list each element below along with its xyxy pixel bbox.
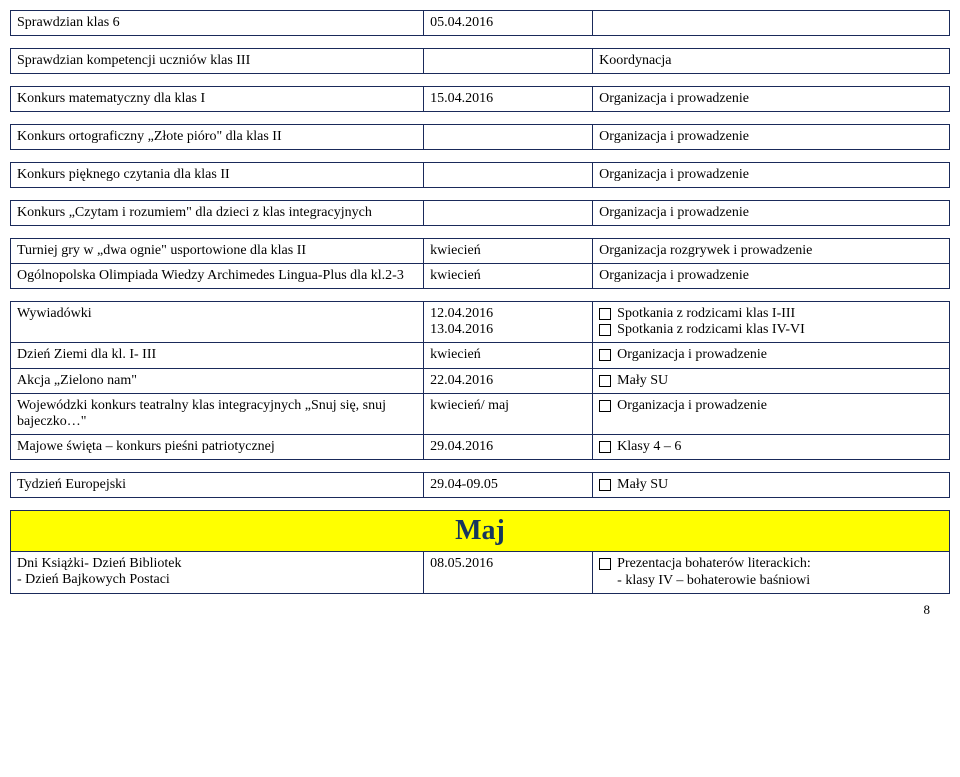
spacer-row [11,226,950,239]
spacer-row [11,36,950,49]
detail-text: Klasy 4 – 6 [617,439,681,454]
month-header: Maj [11,511,950,552]
event-name: Konkurs pięknego czytania dla klas II [11,163,424,188]
event-name: Turniej gry w „dwa ognie" usportowione d… [11,239,424,264]
detail-text: - klasy IV – bohaterowie baśniowi [617,573,810,588]
spacer-row [11,289,950,302]
event-name: Akcja „Zielono nam" [11,368,424,393]
detail-text: Mały SU [617,373,668,388]
event-detail: Organizacja i prowadzenie [593,87,950,112]
page-number: 8 [10,602,950,618]
checkbox-icon [599,441,611,453]
checkbox-icon [599,375,611,387]
event-detail: Mały SU [593,368,950,393]
detail-text: Spotkania z rodzicami klas IV-VI [617,322,805,337]
event-date [424,125,593,150]
event-detail: Spotkania z rodzicami klas I-IIISpotkani… [593,302,950,343]
event-date: kwiecień [424,343,593,368]
checkbox-icon [599,308,611,320]
checkbox-icon [599,479,611,491]
event-detail: Organizacja i prowadzenie [593,343,950,368]
event-detail: Organizacja i prowadzenie [593,163,950,188]
event-date [424,163,593,188]
event-name: Majowe święta – konkurs pieśni patriotyc… [11,434,424,459]
spacer-row [11,460,950,473]
event-detail: Klasy 4 – 6 [593,434,950,459]
event-name: Konkurs „Czytam i rozumiem" dla dzieci z… [11,201,424,226]
spacer-row [11,74,950,87]
event-name: Wojewódzki konkurs teatralny klas integr… [11,393,424,434]
event-detail: Organizacja i prowadzenie [593,201,950,226]
event-detail: Organizacja i prowadzenie [593,264,950,289]
event-date: 29.04-09.05 [424,473,593,498]
event-name: Konkurs matematyczny dla klas I [11,87,424,112]
event-name: Wywiadówki [11,302,424,343]
event-detail: Mały SU [593,473,950,498]
event-detail: Organizacja rozgrywek i prowadzenie [593,239,950,264]
event-date: 22.04.2016 [424,368,593,393]
detail-text: Mały SU [617,477,668,492]
event-date: kwiecień/ maj [424,393,593,434]
checkbox-icon [599,324,611,336]
checkbox-icon [599,400,611,412]
event-date: kwiecień [424,264,593,289]
detail-text: Prezentacja bohaterów literackich: [617,556,811,571]
event-date: 15.04.2016 [424,87,593,112]
event-name: Dzień Ziemi dla kl. I- III [11,343,424,368]
event-date [424,201,593,226]
event-date: 08.05.2016 [424,552,593,593]
event-detail: Organizacja i prowadzenie [593,393,950,434]
detail-text: Organizacja i prowadzenie [617,398,767,413]
event-date: kwiecień [424,239,593,264]
spacer-row [11,498,950,511]
event-name: Konkurs ortograficzny „Złote pióro" dla … [11,125,424,150]
event-name: Sprawdzian kompetencji uczniów klas III [11,49,424,74]
event-date: 05.04.2016 [424,11,593,36]
event-date: 12.04.201613.04.2016 [424,302,593,343]
detail-text: Spotkania z rodzicami klas I-III [617,306,795,321]
event-name: Dni Książki- Dzień Bibliotek- Dzień Bajk… [11,552,424,593]
event-name: Ogólnopolska Olimpiada Wiedzy Archimedes… [11,264,424,289]
schedule-table: Sprawdzian klas 605.04.2016Sprawdzian ko… [10,10,950,594]
event-name: Tydzień Europejski [11,473,424,498]
spacer-row [11,150,950,163]
checkbox-icon [599,349,611,361]
spacer-row [11,188,950,201]
spacer-row [11,112,950,125]
event-detail [593,11,950,36]
event-detail: Organizacja i prowadzenie [593,125,950,150]
event-detail: Prezentacja bohaterów literackich: - klas… [593,552,950,593]
event-name: Sprawdzian klas 6 [11,11,424,36]
event-date: 29.04.2016 [424,434,593,459]
event-date [424,49,593,74]
checkbox-icon [599,558,611,570]
detail-text: Organizacja i prowadzenie [617,347,767,362]
event-detail: Koordynacja [593,49,950,74]
